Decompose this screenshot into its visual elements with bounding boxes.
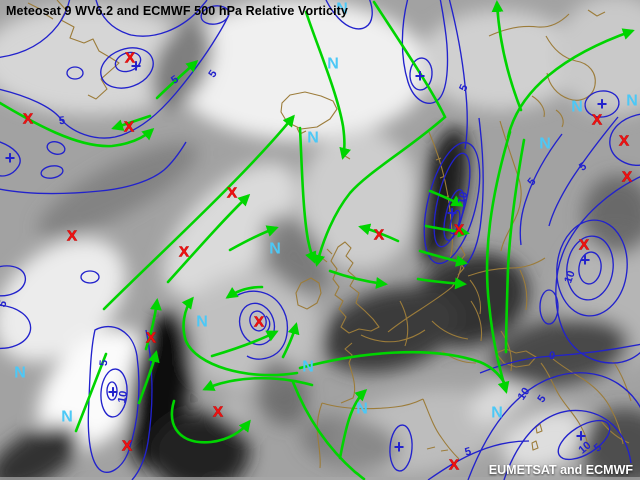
- bottom-strip: [0, 477, 640, 480]
- contour-value-label: 5: [58, 115, 66, 128]
- n-mark: N: [14, 365, 26, 382]
- n-mark: N: [626, 93, 638, 110]
- map-title: Meteosat 9 WV6.2 and ECMWF 500 hPa Relat…: [6, 4, 348, 18]
- contour-value-label: 0: [548, 350, 556, 363]
- vorticity-max-x-mark: X: [622, 169, 632, 186]
- vorticity-max-x-mark: X: [227, 185, 237, 202]
- contour-value-label: 5: [169, 73, 181, 86]
- contour-value-label: 5: [577, 160, 589, 173]
- n-mark: N: [491, 405, 503, 422]
- plus-mark: +: [576, 426, 587, 446]
- vorticity-max-x-mark: X: [213, 404, 223, 421]
- n-mark: N: [327, 56, 339, 73]
- n-mark: N: [336, 1, 348, 18]
- n-mark: N: [269, 241, 281, 258]
- vorticity-max-x-mark: X: [125, 50, 135, 67]
- vorticity-max-x-mark: X: [122, 438, 132, 455]
- n-mark: N: [307, 130, 319, 147]
- plus-marks-layer: + + + + + + + + +: [5, 56, 608, 457]
- vorticity-max-x-mark: X: [374, 227, 384, 244]
- n-mark: N: [571, 99, 583, 116]
- n-mark: N: [302, 359, 314, 376]
- credit-text: EUMETSAT and ECMWF: [488, 463, 633, 477]
- vorticity-max-x-mark: X: [23, 111, 33, 128]
- vorticity-max-x-mark: X: [254, 314, 264, 331]
- n-mark: N: [539, 136, 551, 153]
- plus-mark: +: [447, 203, 458, 223]
- contour-value-label: 5: [535, 393, 548, 405]
- contour-value-label: 10: [116, 390, 130, 404]
- contour-value-label: 10: [562, 269, 577, 285]
- plus-mark: +: [394, 437, 405, 457]
- plus-mark: +: [580, 250, 591, 270]
- n-mark: N: [356, 401, 368, 418]
- vorticity-max-x-mark: X: [619, 133, 629, 150]
- contour-value-label: 5: [457, 83, 470, 94]
- plus-mark: +: [415, 66, 426, 86]
- plus-mark: +: [108, 382, 119, 402]
- vorticity-max-x-mark: X: [579, 237, 589, 254]
- plus-mark: +: [5, 148, 16, 168]
- vorticity-max-x-mark: X: [449, 457, 459, 474]
- n-marks-layer: N N N N N N N N N N N N N: [14, 1, 638, 426]
- vorticity-max-x-mark: X: [124, 119, 134, 136]
- vorticity-max-x-mark: X: [67, 228, 77, 245]
- contour-value-label: 10: [516, 386, 533, 403]
- contour-value-label: 5: [463, 445, 472, 458]
- plus-mark: +: [597, 94, 608, 114]
- plus-mark: +: [131, 56, 142, 76]
- n-mark: N: [61, 409, 73, 426]
- contour-value-label: 5: [206, 68, 219, 80]
- contour-value-label: 5: [0, 299, 10, 309]
- contour-value-label: 10: [456, 191, 471, 206]
- vorticity-max-x-mark: X: [179, 244, 189, 261]
- vorticity-max-x-mark: X: [592, 112, 602, 129]
- contour-value-label: 5: [98, 359, 110, 366]
- vorticity-max-x-mark: X: [454, 222, 464, 239]
- n-mark: N: [196, 314, 208, 331]
- vorticity-max-x-mark: X: [146, 330, 156, 347]
